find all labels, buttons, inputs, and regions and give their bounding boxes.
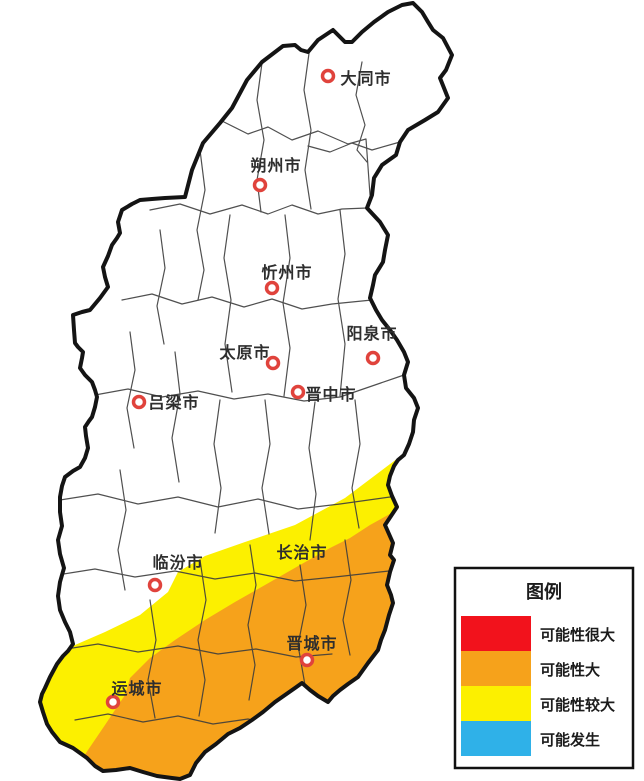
city-xinzhou: 忻州市 <box>261 263 312 296</box>
legend-label: 可能发生 <box>540 731 600 749</box>
city-label: 晋中市 <box>305 385 356 404</box>
city-label: 阳泉市 <box>346 324 397 343</box>
city-marker <box>147 577 163 593</box>
city-shuozhou: 朔州市 <box>250 156 301 193</box>
legend: 图例 可能性很大 可能性大 可能性较大 可能发生 <box>453 566 635 770</box>
city-datong: 大同市 <box>320 68 391 88</box>
legend-label: 可能性较大 <box>540 696 615 714</box>
city-jincheng: 晋城市 <box>286 634 337 668</box>
city-marker <box>265 355 281 371</box>
city-label: 运城市 <box>111 679 162 698</box>
city-marker <box>252 177 268 193</box>
city-yangquan: 阳泉市 <box>346 324 397 366</box>
city-marker <box>131 394 147 410</box>
legend-label: 可能性很大 <box>540 626 615 644</box>
city-lvliang: 吕梁市 <box>131 393 199 412</box>
legend-swatch-orange <box>461 651 531 686</box>
city-label: 太原市 <box>218 343 270 362</box>
legend-swatch-blue <box>461 721 531 756</box>
city-yuncheng: 运城市 <box>105 679 162 710</box>
legend-label: 可能性大 <box>540 661 600 679</box>
city-label: 临汾市 <box>152 553 203 572</box>
legend-title: 图例 <box>526 581 562 602</box>
city-jinzhong: 晋中市 <box>290 384 356 404</box>
city-label: 大同市 <box>340 69 391 88</box>
city-marker <box>299 652 315 668</box>
city-marker <box>320 68 336 84</box>
city-marker <box>105 694 121 710</box>
city-label: 长治市 <box>276 543 327 562</box>
legend-swatch-yellow <box>461 686 531 721</box>
city-label: 朔州市 <box>250 156 301 175</box>
legend-swatch-red <box>461 616 531 651</box>
city-taiyuan: 太原市 <box>218 343 281 371</box>
city-linfen: 临汾市 <box>147 553 203 593</box>
city-label: 晋城市 <box>286 634 337 653</box>
city-marker <box>365 350 381 366</box>
province-border <box>38 1 454 781</box>
city-marker <box>264 280 280 296</box>
city-label: 吕梁市 <box>148 393 199 412</box>
city-label: 忻州市 <box>261 263 312 282</box>
city-marker <box>290 384 306 400</box>
city-changzhi: 长治市 <box>276 543 327 562</box>
